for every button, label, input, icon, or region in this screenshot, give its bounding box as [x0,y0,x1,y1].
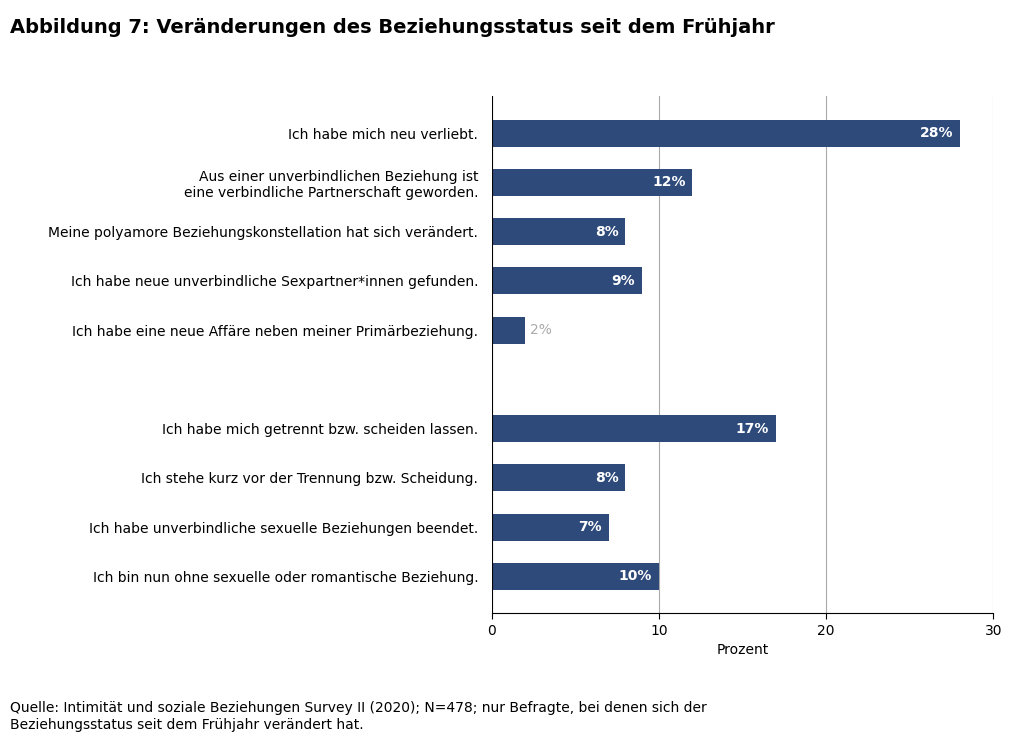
Text: 28%: 28% [920,126,953,140]
Text: Quelle: Intimität und soziale Beziehungen Survey II (2020); N=478; nur Befragte,: Quelle: Intimität und soziale Beziehunge… [10,701,707,732]
Bar [492,168,692,196]
Bar [492,268,642,294]
Text: 8%: 8% [595,225,618,239]
Text: 7%: 7% [579,520,602,534]
Bar [492,218,626,245]
Text: 8%: 8% [595,471,618,485]
Text: 9%: 9% [611,274,635,288]
Text: 2%: 2% [530,323,552,337]
Text: Abbildung 7: Veränderungen des Beziehungsstatus seit dem Frühjahr: Abbildung 7: Veränderungen des Beziehung… [10,18,775,38]
Bar [492,514,608,541]
Bar [492,415,776,442]
Text: 17%: 17% [736,421,769,435]
Text: 10%: 10% [618,569,652,583]
X-axis label: Prozent: Prozent [716,644,769,658]
Bar [492,316,525,344]
Bar [492,563,658,590]
Bar [492,120,959,146]
Bar [492,464,626,491]
Text: 12%: 12% [652,175,685,189]
